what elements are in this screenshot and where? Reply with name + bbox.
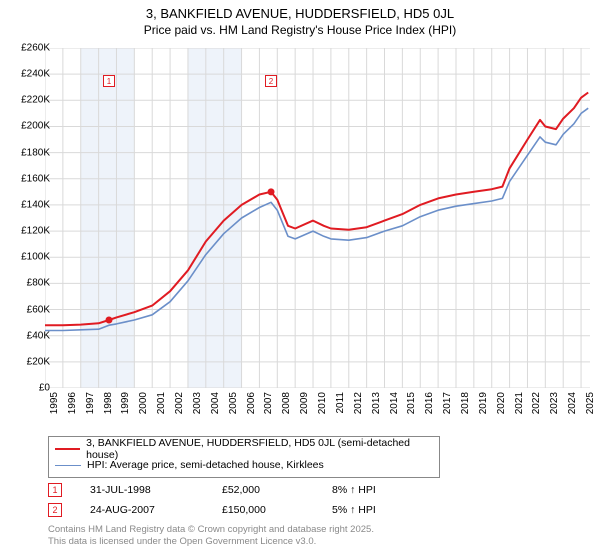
legend-swatch xyxy=(55,448,80,450)
chart-container: 3, BANKFIELD AVENUE, HUDDERSFIELD, HD5 0… xyxy=(0,0,600,560)
legend-label: 3, BANKFIELD AVENUE, HUDDERSFIELD, HD5 0… xyxy=(86,437,433,461)
x-tick-label: 2002 xyxy=(174,392,185,414)
x-tick-label: 2001 xyxy=(156,392,167,414)
x-tick-label: 2011 xyxy=(335,392,346,414)
sale-price: £150,000 xyxy=(222,504,332,516)
footer-copyright: Contains HM Land Registry data © Crown c… xyxy=(48,524,374,536)
y-tick-label: £180K xyxy=(21,147,50,158)
y-tick-label: £200K xyxy=(21,121,50,132)
x-tick-label: 2020 xyxy=(496,392,507,414)
x-tick-label: 1998 xyxy=(103,392,114,414)
y-tick-label: £240K xyxy=(21,69,50,80)
x-tick-label: 1997 xyxy=(85,392,96,414)
x-tick-label: 2006 xyxy=(246,392,257,414)
x-tick-label: 2005 xyxy=(228,392,239,414)
chart-area xyxy=(45,48,590,388)
event-marker-icon: 2 xyxy=(265,75,277,87)
sale-date: 24-AUG-2007 xyxy=(90,504,222,516)
footer: Contains HM Land Registry data © Crown c… xyxy=(48,524,374,548)
x-tick-label: 2019 xyxy=(478,392,489,414)
x-tick-label: 2016 xyxy=(424,392,435,414)
legend: 3, BANKFIELD AVENUE, HUDDERSFIELD, HD5 0… xyxy=(48,436,440,478)
x-tick-label: 2022 xyxy=(531,392,542,414)
x-tick-label: 2023 xyxy=(549,392,560,414)
y-tick-label: £160K xyxy=(21,173,50,184)
x-tick-label: 1995 xyxy=(49,392,60,414)
x-tick-label: 2000 xyxy=(138,392,149,414)
sale-pct: 8% ↑ HPI xyxy=(332,484,432,496)
x-tick-label: 1996 xyxy=(67,392,78,414)
x-tick-label: 2025 xyxy=(585,392,596,414)
title-address: 3, BANKFIELD AVENUE, HUDDERSFIELD, HD5 0… xyxy=(0,6,600,21)
x-tick-label: 2008 xyxy=(281,392,292,414)
x-tick-label: 2007 xyxy=(263,392,274,414)
sale-pct: 5% ↑ HPI xyxy=(332,504,432,516)
event-marker-icon: 1 xyxy=(103,75,115,87)
sale-date: 31-JUL-1998 xyxy=(90,484,222,496)
sale-row: 2 24-AUG-2007 £150,000 5% ↑ HPI xyxy=(48,500,432,520)
x-tick-label: 2015 xyxy=(406,392,417,414)
legend-row: 3, BANKFIELD AVENUE, HUDDERSFIELD, HD5 0… xyxy=(55,441,433,457)
x-tick-label: 2009 xyxy=(299,392,310,414)
x-tick-label: 2013 xyxy=(371,392,382,414)
legend-swatch xyxy=(55,465,81,466)
y-tick-label: £40K xyxy=(27,330,50,341)
y-tick-label: £220K xyxy=(21,95,50,106)
x-tick-label: 2017 xyxy=(442,392,453,414)
y-tick-label: £140K xyxy=(21,199,50,210)
x-tick-label: 2012 xyxy=(353,392,364,414)
legend-label: HPI: Average price, semi-detached house,… xyxy=(87,459,324,471)
y-tick-label: £20K xyxy=(27,356,50,367)
x-tick-label: 2003 xyxy=(192,392,203,414)
x-tick-label: 2004 xyxy=(210,392,221,414)
x-tick-label: 2018 xyxy=(460,392,471,414)
sale-row: 1 31-JUL-1998 £52,000 8% ↑ HPI xyxy=(48,480,432,500)
y-tick-label: £80K xyxy=(27,278,50,289)
title-subtitle: Price paid vs. HM Land Registry's House … xyxy=(0,23,600,37)
x-tick-label: 2024 xyxy=(567,392,578,414)
title-block: 3, BANKFIELD AVENUE, HUDDERSFIELD, HD5 0… xyxy=(0,0,600,37)
x-tick-label: 2021 xyxy=(514,392,525,414)
x-tick-label: 2014 xyxy=(389,392,400,414)
x-tick-label: 2010 xyxy=(317,392,328,414)
sale-marker-icon: 2 xyxy=(48,503,62,517)
sale-marker-icon: 1 xyxy=(48,483,62,497)
y-tick-label: £100K xyxy=(21,252,50,263)
y-tick-label: £120K xyxy=(21,226,50,237)
y-tick-label: £60K xyxy=(27,304,50,315)
line-chart xyxy=(45,48,590,388)
sale-price: £52,000 xyxy=(222,484,332,496)
footer-licence: This data is licensed under the Open Gov… xyxy=(48,536,374,548)
y-tick-label: £260K xyxy=(21,43,50,54)
x-tick-label: 1999 xyxy=(120,392,131,414)
sales-table: 1 31-JUL-1998 £52,000 8% ↑ HPI 2 24-AUG-… xyxy=(48,480,432,520)
